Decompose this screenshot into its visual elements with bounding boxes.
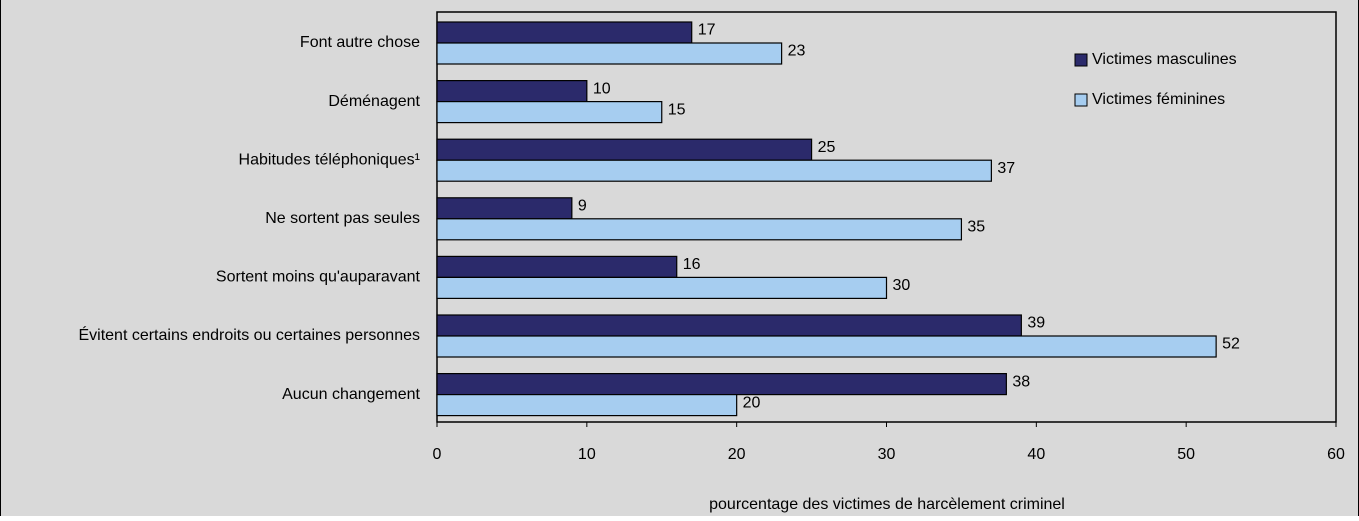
bar [436,314,1022,337]
bar [436,159,992,182]
data-label: 15 [668,101,686,118]
data-label: 20 [743,394,761,411]
x-tick-label: 50 [1177,446,1195,463]
y-tick-label: Évitent certains endroits ou certaines p… [78,325,420,344]
bar [436,42,783,65]
data-label: 17 [698,22,716,39]
bar [436,394,738,417]
data-label: 16 [683,256,701,273]
x-tick-label: 60 [1327,446,1345,463]
data-label: 38 [1012,373,1030,390]
bar [436,197,573,220]
x-tick-label: 20 [728,446,746,463]
y-tick-label: Aucun changement [282,386,420,403]
data-label: 23 [788,43,806,60]
bar [436,335,1217,358]
bar [436,100,663,124]
x-tick-label: 40 [1027,446,1045,463]
bar [436,218,963,241]
y-tick-label: Sortent moins qu'auparavant [216,269,421,286]
x-tick-label: 30 [878,446,896,463]
data-label: 39 [1027,315,1045,332]
data-label: 9 [578,198,587,215]
bar [436,21,693,44]
data-label: 30 [893,277,911,294]
y-tick-label: Ne sortent pas seules [265,210,420,227]
legend-swatch [1074,53,1088,67]
data-label: 10 [593,80,611,97]
data-label: 35 [967,219,985,236]
bar [436,276,888,299]
bar [436,138,813,161]
x-tick-label: 0 [433,446,442,463]
data-label: 37 [997,160,1015,177]
legend-swatch [1074,93,1088,107]
bar [436,373,1007,396]
data-label: 52 [1222,336,1240,353]
y-tick-label: Habitudes téléphoniques¹ [239,151,420,168]
legend-label: Victimes féminines [1092,91,1225,108]
bar [436,79,588,103]
x-axis-label: pourcentage des victimes de harcèlement … [709,496,1065,513]
bar [436,255,678,278]
x-tick-label: 10 [578,446,596,463]
data-label: 25 [818,139,836,156]
legend-label: Victimes masculines [1092,51,1237,68]
y-tick-label: Déménagent [328,93,420,110]
y-tick-label: Font autre chose [300,34,420,51]
